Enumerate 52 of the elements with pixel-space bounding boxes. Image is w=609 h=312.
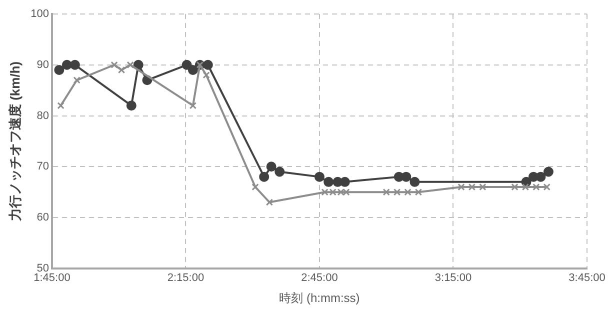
x-tick-label: 3:15:00 <box>434 272 472 284</box>
point <box>118 66 126 74</box>
point <box>401 172 412 182</box>
y-tick-label: 100 <box>30 8 49 20</box>
point <box>70 60 80 70</box>
point <box>57 102 64 110</box>
point <box>126 61 134 68</box>
point <box>522 183 530 191</box>
point <box>274 166 285 177</box>
point <box>189 102 197 110</box>
point <box>479 183 486 191</box>
point <box>54 64 64 75</box>
y-tick-label: 80 <box>36 110 49 122</box>
point <box>73 76 80 84</box>
point <box>532 183 540 191</box>
point <box>321 188 328 196</box>
x-tick-label: 3:45:00 <box>568 272 606 284</box>
y-axis-title: 力行ノッチオフ速度 (km/h) <box>7 61 22 222</box>
point <box>188 64 198 75</box>
point <box>202 71 210 79</box>
point <box>259 172 270 182</box>
point <box>458 183 465 191</box>
x-axis-title: 時刻 (h:mm:ss) <box>279 291 360 306</box>
x-tick-label: 2:15:00 <box>167 272 204 284</box>
point <box>324 176 334 187</box>
point <box>202 60 213 70</box>
point <box>329 188 336 196</box>
x-tick-label: 1:45:00 <box>34 272 70 284</box>
point <box>414 188 422 196</box>
point <box>468 183 476 191</box>
point <box>382 188 390 196</box>
point <box>266 198 274 206</box>
point <box>543 166 554 177</box>
point <box>404 188 412 196</box>
y-tick-label: 70 <box>36 160 49 173</box>
y-tick-label: 60 <box>36 212 49 224</box>
y-tick-label: 50 <box>36 262 49 274</box>
point <box>252 183 259 191</box>
point <box>314 172 324 182</box>
point <box>340 176 350 187</box>
point <box>543 183 550 191</box>
point <box>266 162 276 172</box>
point <box>536 172 546 182</box>
point <box>337 188 344 196</box>
point <box>126 100 136 111</box>
point <box>393 188 401 196</box>
point <box>342 188 350 196</box>
point <box>410 176 420 187</box>
x-tick-label: 2:45:00 <box>301 272 338 284</box>
point <box>110 61 118 68</box>
y-tick-label: 90 <box>36 58 49 71</box>
point <box>511 183 518 191</box>
